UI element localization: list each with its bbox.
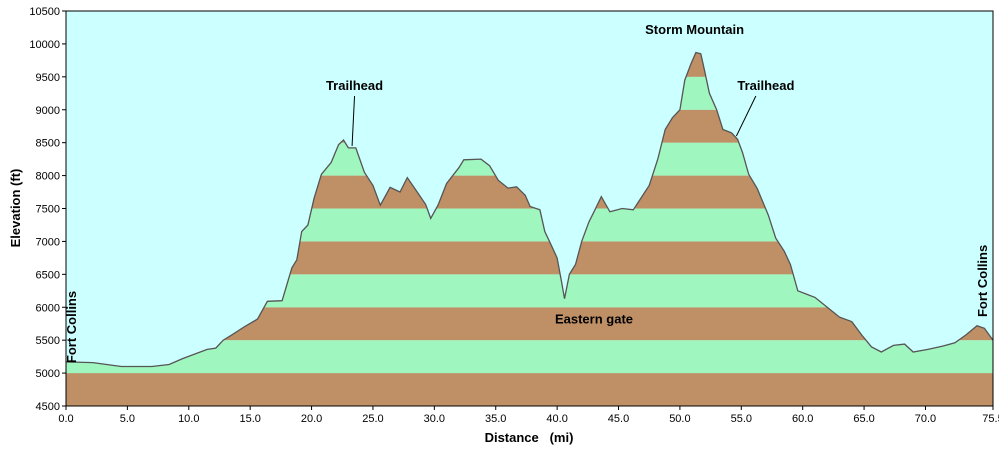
x-tick-label: 5.0	[120, 413, 135, 425]
y-tick-label: 9500	[36, 72, 60, 84]
elevation-band	[66, 340, 993, 374]
annotation-label: Trailhead	[326, 78, 383, 93]
x-tick-label: 0.0	[58, 413, 73, 425]
x-tick-label: 75.5	[982, 413, 999, 425]
x-tick-label: 30.0	[424, 413, 445, 425]
annotations: Trailhead Storm Mountain Trailhead Eastern …	[64, 22, 990, 363]
annotation-pointer	[351, 95, 356, 146]
y-tick-label: 8000	[36, 171, 60, 183]
y-axis: 4500 5000 5500 6000 6500 7000 7500 8000 8500 9000…	[29, 6, 66, 413]
x-tick-label: 15.0	[239, 413, 260, 425]
annotation-label: Fort Collins	[64, 291, 79, 363]
y-tick-label: 6500	[36, 269, 60, 281]
elevation-profile-line	[65, 51, 994, 368]
annotation-label: Trailhead	[737, 78, 794, 93]
y-tick-label: 10500	[29, 6, 60, 18]
x-axis: 0.0 5.0 10.0 15.0 20.0 25.0 30.0 35.0 40.0 45.0 50…	[58, 406, 999, 425]
x-tick-label: 25.0	[362, 413, 383, 425]
y-tick-label: 6000	[36, 302, 60, 314]
annotation-label: Storm Mountain	[645, 22, 744, 37]
x-tick-label: 60.0	[792, 413, 813, 425]
x-tick-label: 35.0	[485, 413, 506, 425]
y-tick-label: 4500	[36, 401, 60, 413]
x-tick-label: 65.0	[853, 413, 874, 425]
y-tick-label: 5000	[36, 368, 60, 380]
x-axis-title: Distance (mi)	[485, 430, 574, 445]
y-axis-title: Elevation (ft)	[8, 169, 23, 248]
y-tick-label: 7500	[36, 204, 60, 216]
y-tick-label: 5500	[36, 335, 60, 347]
annotation-pointers	[351, 95, 757, 146]
x-tick-label: 70.0	[915, 413, 936, 425]
x-tick-label: 40.0	[546, 413, 567, 425]
y-tick-label: 8500	[36, 138, 60, 150]
y-tick-label: 9000	[36, 105, 60, 117]
annotation-pointer	[735, 95, 757, 137]
x-tick-label: 50.0	[669, 413, 690, 425]
y-tick-label: 7000	[36, 236, 60, 248]
y-tick-label: 10000	[29, 39, 60, 51]
annotation-label: Eastern gate	[555, 312, 633, 327]
x-tick-label: 10.0	[178, 413, 199, 425]
x-tick-label: 20.0	[301, 413, 322, 425]
x-tick-label: 45.0	[608, 413, 629, 425]
elevation-band	[66, 373, 993, 406]
annotation-label: Fort Collins	[975, 245, 990, 317]
x-tick-label: 55.0	[731, 413, 752, 425]
